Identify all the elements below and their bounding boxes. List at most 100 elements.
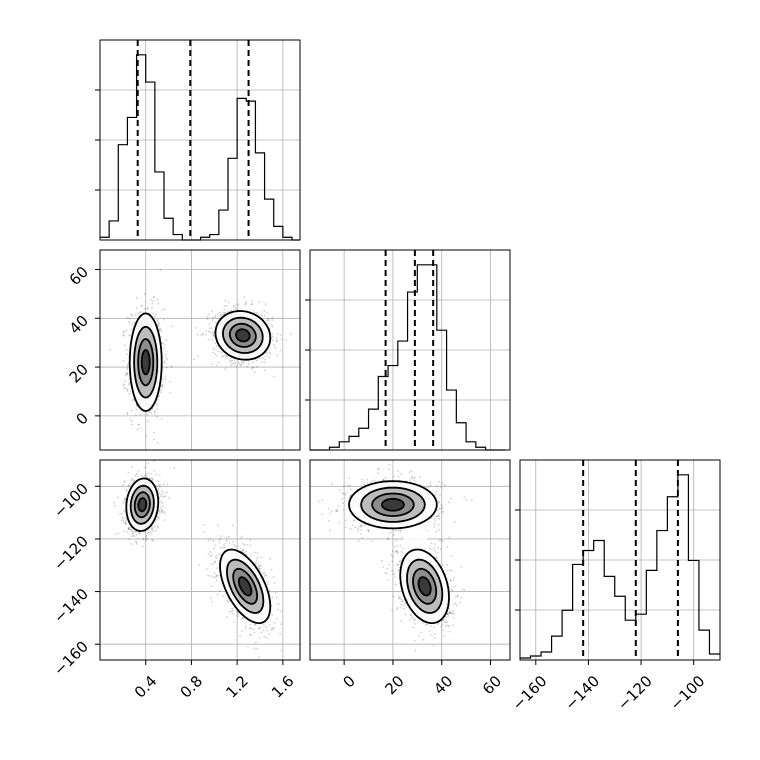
scatter-point <box>441 507 444 510</box>
scatter-point <box>126 373 129 376</box>
scatter-point <box>151 527 154 529</box>
scatter-point <box>120 519 123 521</box>
scatter-point <box>125 489 128 492</box>
scatter-point <box>215 555 218 558</box>
scatter-point <box>134 540 137 543</box>
scatter-point <box>427 486 430 488</box>
contour-fill <box>138 498 147 512</box>
scatter-point <box>214 315 217 317</box>
scatter-point <box>138 423 140 426</box>
scatter-point <box>413 619 416 621</box>
scatter-point <box>124 523 127 526</box>
scatter-point <box>392 595 395 598</box>
scatter-point <box>236 304 239 307</box>
scatter-point <box>134 313 137 316</box>
scatter-point <box>215 354 218 357</box>
scatter-point <box>258 357 261 360</box>
scatter-point <box>419 476 422 478</box>
scatter-point <box>398 560 401 563</box>
scatter-point <box>403 604 405 606</box>
scatter-point <box>159 506 162 509</box>
scatter-point <box>224 312 227 315</box>
scatter-point <box>229 359 231 362</box>
scatter-point <box>145 474 148 477</box>
scatter-point <box>131 477 134 480</box>
scatter-point <box>136 537 139 540</box>
scatter-point <box>367 528 369 531</box>
scatter-point <box>148 411 151 414</box>
scatter-point <box>219 589 221 592</box>
scatter-point <box>162 510 165 513</box>
scatter-point <box>140 465 142 467</box>
contour-line <box>125 477 160 532</box>
scatter-point <box>144 435 147 437</box>
scatter-point <box>139 413 141 416</box>
scatter-point <box>382 479 385 481</box>
scatter-point <box>119 513 121 515</box>
scatter-point <box>146 472 149 474</box>
scatter-point <box>126 531 128 533</box>
scatter-point <box>437 529 440 531</box>
scatter-point <box>364 524 367 527</box>
scatter-point <box>126 411 129 414</box>
scatter-point <box>160 510 163 513</box>
scatter-point <box>145 536 148 539</box>
scatter-point <box>135 307 138 310</box>
scatter-point <box>236 308 239 311</box>
scatter-point <box>156 298 159 301</box>
scatter-point <box>222 544 225 547</box>
scatter-point <box>160 336 162 339</box>
scatter-point <box>133 535 136 538</box>
scatter-point <box>136 405 139 408</box>
scatter-point <box>123 344 126 347</box>
scatter-point <box>266 312 269 315</box>
scatter-point <box>409 614 412 617</box>
scatter-point <box>438 517 441 520</box>
scatter-point <box>253 647 256 650</box>
scatter-point <box>360 524 363 527</box>
contour-fill <box>238 577 252 596</box>
scatter-point <box>224 355 226 357</box>
scatter-point <box>269 353 272 355</box>
scatter-point <box>213 572 216 575</box>
scatter-point <box>169 391 172 394</box>
scatter-point <box>361 536 364 539</box>
scatter-point <box>131 532 134 535</box>
scatter-point <box>446 621 449 624</box>
scatter-point <box>437 524 440 526</box>
scatter-point <box>155 404 158 407</box>
scatter-point <box>437 514 440 517</box>
scatter-point <box>237 361 240 364</box>
scatter-point <box>149 531 152 534</box>
scatter-point <box>395 539 398 542</box>
scatter-point <box>436 515 438 518</box>
scatter-point <box>400 619 403 622</box>
scatter-point <box>155 473 157 476</box>
scatter-point <box>257 627 260 630</box>
scatter-point <box>254 551 256 554</box>
scatter-point <box>357 530 360 533</box>
scatter-point <box>159 512 161 515</box>
scatter-point <box>160 500 162 503</box>
scatter-point <box>265 626 267 628</box>
scatter-point <box>360 532 362 535</box>
scatter-point <box>263 369 266 372</box>
scatter-point <box>211 310 213 313</box>
scatter-point <box>425 486 427 489</box>
scatter-point <box>122 360 125 363</box>
scatter-point <box>219 546 222 549</box>
scatter-point <box>384 571 387 574</box>
panel-content <box>113 460 283 659</box>
scatter-point <box>219 311 221 314</box>
scatter-point <box>408 479 411 481</box>
scatter-point <box>158 510 161 513</box>
scatter-point <box>207 539 210 542</box>
scatter-point <box>438 480 440 483</box>
scatter-point <box>268 633 270 635</box>
scatter-point <box>214 544 217 547</box>
panel-content <box>317 463 473 652</box>
scatter-point <box>131 423 133 426</box>
scatter-point <box>117 496 119 499</box>
scatter-point <box>258 627 261 629</box>
scatter-point <box>337 521 340 524</box>
